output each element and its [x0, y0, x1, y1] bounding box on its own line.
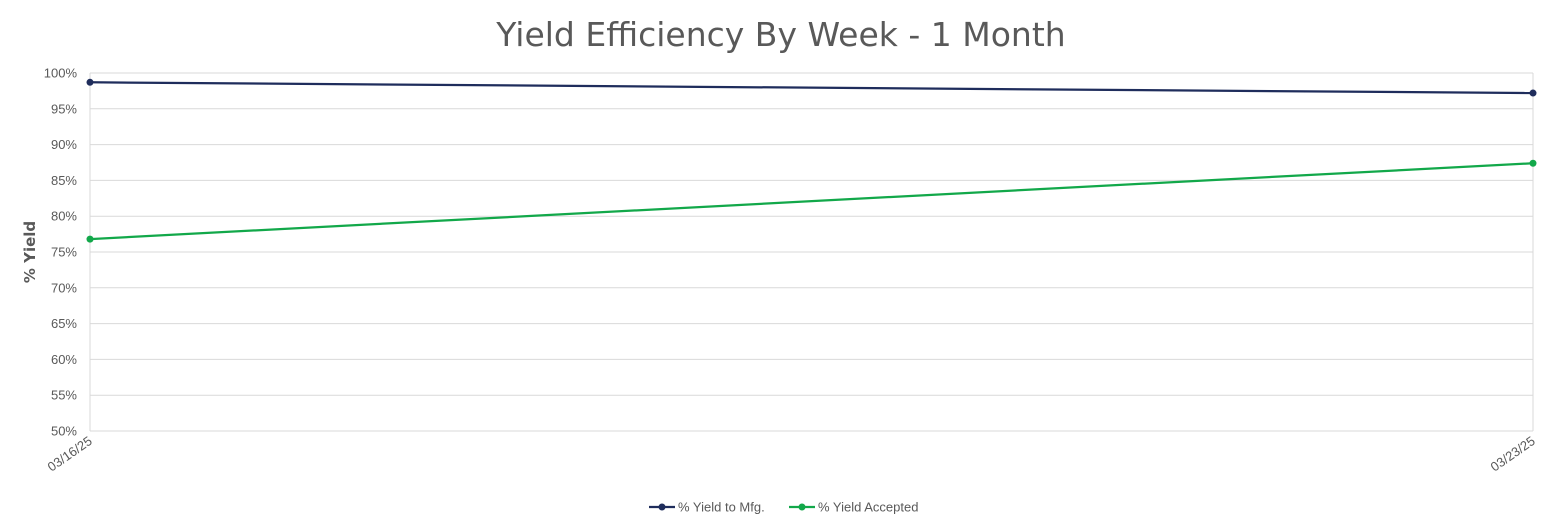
data-point-1-1	[1529, 159, 1537, 167]
x-axis-ticks: 03/16/25 03/23/25	[45, 433, 1538, 474]
y-tick-label: 65%	[51, 316, 77, 331]
legend-swatch-marker	[798, 503, 806, 511]
legend-label: % Yield Accepted	[818, 500, 918, 515]
y-axis-title: % Yield	[21, 221, 39, 283]
x-tick-label: 03/16/25	[45, 433, 95, 474]
data-point-1-0	[86, 235, 94, 243]
data-point-0-0	[86, 78, 94, 86]
y-tick-label: 95%	[51, 101, 77, 116]
gridlines	[89, 72, 1534, 432]
legend-label: % Yield to Mfg.	[678, 500, 765, 515]
y-tick-label: 60%	[51, 352, 77, 367]
legend: % Yield to Mfg. % Yield Accepted	[649, 500, 918, 515]
legend-swatch-marker	[658, 503, 666, 511]
y-tick-label: 80%	[51, 209, 77, 224]
y-tick-label: 55%	[51, 388, 77, 403]
y-tick-label: 85%	[51, 173, 77, 188]
y-tick-label: 50%	[51, 424, 77, 439]
y-tick-label: 100%	[44, 66, 78, 81]
y-tick-label: 75%	[51, 245, 77, 260]
y-tick-label: 90%	[51, 137, 77, 152]
y-axis-ticks: 50% 55% 60% 65% 70% 75% 80% 85% 90% 95% 100%	[44, 66, 78, 439]
series-line-1	[89, 162, 1534, 241]
data-point-0-1	[1529, 89, 1537, 97]
y-tick-label: 70%	[51, 280, 77, 295]
series-line-0	[89, 81, 1534, 95]
series-group	[86, 78, 1537, 243]
x-tick-label: 03/23/25	[1488, 433, 1538, 474]
chart-title: Yield Efficiency By Week - 1 Month	[495, 15, 1065, 54]
